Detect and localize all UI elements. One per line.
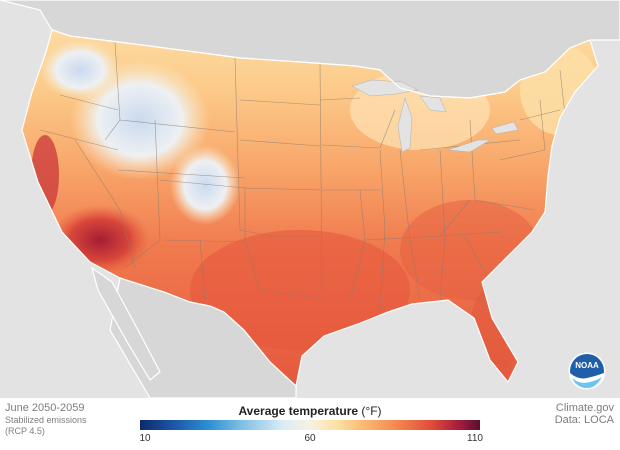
scenario-info: June 2050-2059 Stabilized emissions (RCP…	[5, 402, 135, 437]
legend-tick-min: 10	[139, 433, 151, 444]
legend-title: Average temperature (°F)	[140, 404, 480, 418]
credit-data: Data: LOCA	[554, 414, 614, 426]
legend-title-text: Average temperature	[238, 404, 359, 418]
noaa-logo-text: NOAA	[575, 361, 599, 370]
credit-site: Climate.gov	[555, 402, 614, 414]
state-borders	[39, 41, 566, 311]
legend-unit: (°F)	[361, 404, 382, 418]
map-panel: NOAA	[0, 0, 620, 398]
period-label: June 2050-2059	[5, 402, 85, 414]
us-outline	[21, 29, 599, 388]
scenario-label: Stabilized emissions	[5, 415, 87, 425]
footer: June 2050-2059 Stabilized emissions (RCP…	[0, 398, 620, 450]
temperature-map	[0, 0, 620, 398]
credits: Climate.gov Data: LOCA	[555, 402, 614, 426]
legend-tick-max: 110	[467, 433, 483, 444]
noaa-logo-icon: NOAA	[568, 352, 606, 390]
baja-peninsula	[90, 266, 161, 381]
temperature-colorbar	[140, 420, 480, 430]
legend-tick-mid: 60	[304, 433, 316, 444]
great-lakes	[351, 79, 519, 153]
scenario-rcp-label: (RCP 4.5)	[5, 426, 45, 436]
